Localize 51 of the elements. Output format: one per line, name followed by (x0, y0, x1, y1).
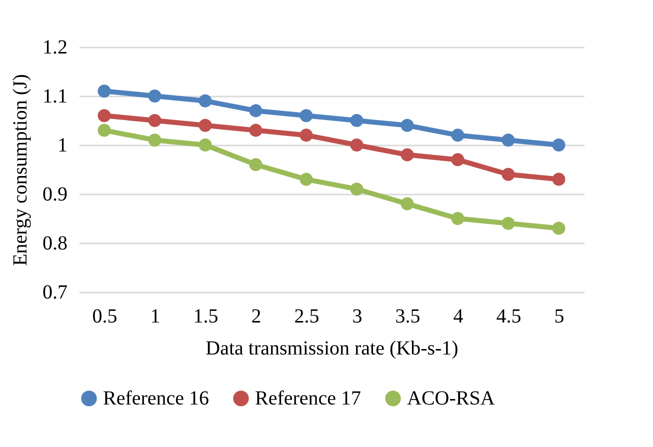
point (400, 118, 414, 132)
point (198, 94, 212, 108)
point (300, 128, 313, 142)
point (198, 138, 212, 152)
x-tick-label: 2.5 (294, 306, 320, 328)
legend-label: Reference 17 (255, 387, 362, 410)
x-tick-label: 1 (150, 306, 160, 328)
point (451, 153, 464, 166)
y-tick-label: 0.8 (42, 232, 68, 254)
point (552, 172, 566, 186)
point (350, 114, 364, 128)
y-axis-title: Energy consumption (J) (10, 74, 32, 266)
x-tick-label: 2 (251, 306, 262, 328)
point (98, 109, 111, 122)
point (249, 124, 262, 137)
y-tick-label: 1.2 (42, 36, 68, 58)
point (451, 128, 464, 142)
point (249, 158, 262, 172)
x-tick-label: 0.5 (92, 306, 118, 328)
point (350, 138, 364, 152)
point (98, 84, 111, 98)
point (502, 216, 515, 230)
point (552, 222, 566, 235)
x-tick-label: 3.5 (395, 306, 420, 328)
point (300, 172, 313, 186)
point (350, 182, 364, 196)
x-tick-label: 3 (352, 306, 362, 328)
x-axis-title: Data transmission rate (Kb-s-1) (206, 338, 458, 360)
point (451, 212, 464, 226)
point (400, 148, 414, 162)
y-tick-label: 0.7 (42, 282, 68, 304)
legend-label: ACO-RSA (407, 387, 496, 410)
x-tick-label: 4 (453, 306, 464, 328)
y-tick-label: 1 (58, 134, 68, 156)
x-tick-label: 4.5 (496, 306, 522, 328)
x-tick-label: 1.5 (193, 306, 218, 328)
point (552, 138, 566, 152)
point (400, 197, 414, 210)
y-tick-label: 0.9 (42, 184, 68, 206)
legend-label: Reference 16 (103, 387, 210, 410)
point (148, 114, 162, 128)
point (148, 89, 162, 103)
point (502, 168, 515, 181)
x-tick-label: 5 (554, 306, 564, 328)
point (98, 124, 111, 137)
point (198, 118, 212, 132)
point (148, 134, 162, 147)
y-tick-label: 1.1 (42, 86, 68, 108)
point (249, 104, 262, 118)
point (502, 134, 515, 147)
point (300, 109, 313, 122)
